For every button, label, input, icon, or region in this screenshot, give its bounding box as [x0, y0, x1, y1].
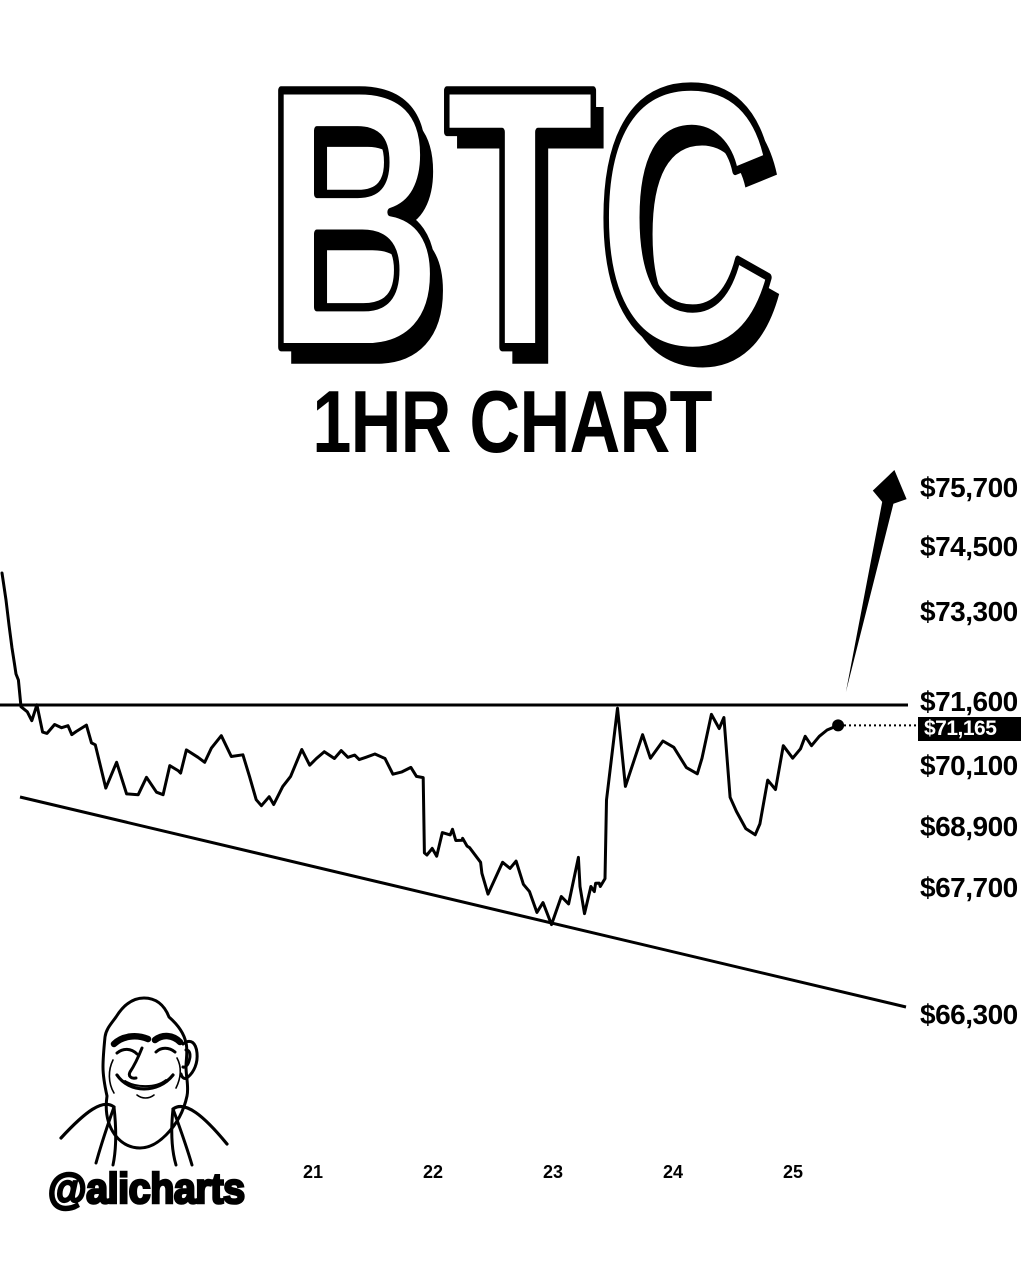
svg-text:$71,165: $71,165 [924, 717, 997, 740]
svg-text:$73,300: $73,300 [920, 596, 1018, 627]
svg-text:$68,900: $68,900 [920, 811, 1018, 842]
svg-text:$70,100: $70,100 [920, 750, 1018, 781]
svg-text:$66,300: $66,300 [920, 999, 1018, 1030]
svg-text:$71,600: $71,600 [920, 686, 1018, 717]
svg-text:@alicharts: @alicharts [48, 1164, 245, 1212]
svg-text:24: 24 [663, 1162, 683, 1182]
svg-text:21: 21 [303, 1162, 323, 1182]
svg-text:1HR CHART: 1HR CHART [312, 372, 712, 470]
svg-text:$75,700: $75,700 [920, 472, 1018, 503]
svg-text:25: 25 [783, 1162, 803, 1182]
svg-text:22: 22 [423, 1162, 443, 1182]
svg-text:$74,500: $74,500 [920, 531, 1018, 562]
svg-text:BTC: BTC [264, 11, 775, 428]
svg-text:$67,700: $67,700 [920, 872, 1018, 903]
svg-text:23: 23 [543, 1162, 563, 1182]
